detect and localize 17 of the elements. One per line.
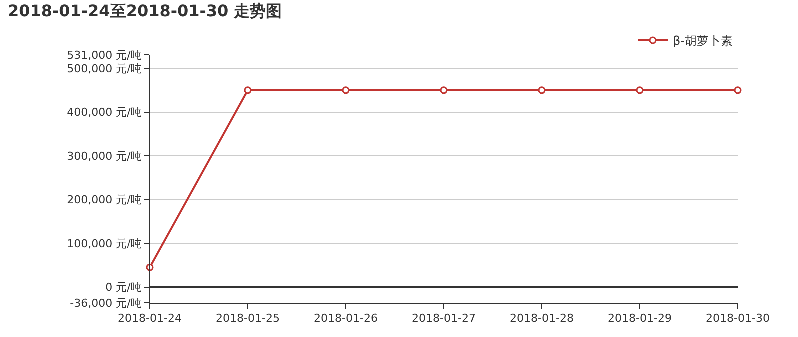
x-tick-label: 2018-01-28 — [510, 312, 574, 326]
y-tick-label: 0 元/吨 — [106, 281, 142, 294]
x-tick-label: 2018-01-29 — [608, 312, 672, 326]
y-tick-label: 100,000 元/吨 — [67, 237, 142, 250]
y-tick-label: 500,000 元/吨 — [67, 62, 142, 76]
y-tick-label: -36,000 元/吨 — [70, 296, 142, 310]
x-tick-label: 2018-01-24 — [118, 312, 182, 326]
y-tick-label: 531,000 元/吨 — [67, 48, 142, 62]
x-tick-label: 2018-01-30 — [706, 312, 770, 326]
y-tick-label: 400,000 元/吨 — [67, 106, 142, 120]
y-tick-label: 200,000 元/吨 — [67, 194, 142, 207]
x-tick-label: 2018-01-27 — [412, 312, 476, 326]
x-tick-label: 2018-01-25 — [216, 312, 280, 326]
legend-label: β-胡萝卜素 — [673, 34, 733, 48]
chart-title: 2018-01-24至2018-01-30 走势图 — [8, 1, 282, 20]
x-tick-label: 2018-01-26 — [314, 312, 378, 326]
y-tick-label: 300,000 元/吨 — [67, 150, 142, 163]
